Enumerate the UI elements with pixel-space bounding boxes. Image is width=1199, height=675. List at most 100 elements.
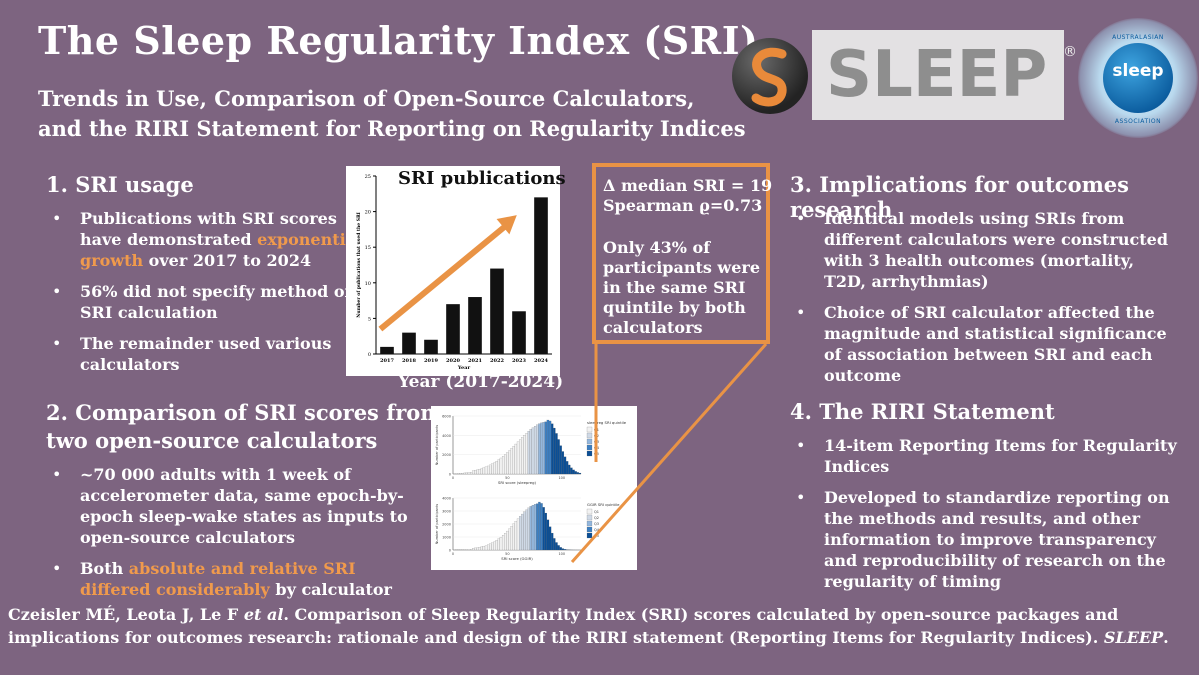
dist-bottom-histogram-bar xyxy=(561,548,565,551)
dist-top-histogram-bar xyxy=(459,473,462,475)
dist-top-histogram-bar xyxy=(563,456,567,475)
section-1-heading: 1. SRI usage xyxy=(46,172,194,197)
dist-top-histogram-bar xyxy=(548,420,552,475)
dist-bottom-legend-label: Q4 xyxy=(594,528,600,532)
dist-bottom-legend-label: Q3 xyxy=(594,522,599,526)
dist-top-legend-label: Q2 xyxy=(594,434,599,438)
chart-x-axis-label: Year xyxy=(457,365,471,371)
chart-y-tick-label: 15 xyxy=(365,245,371,251)
dist-top-legend-swatch xyxy=(586,438,593,445)
dist-top-histogram-bar xyxy=(499,457,503,475)
dist-top-y-tick-label: 6000 xyxy=(442,415,451,419)
section-1-bullet-2: 56% did not specify method of SRI calcul… xyxy=(46,281,366,323)
dist-top-legend-label: Q1 xyxy=(594,428,599,432)
dist-top-histogram-bar xyxy=(578,472,582,475)
dist-top-legend-title: sleepreg SRI quintile xyxy=(587,420,627,425)
dist-top-histogram-bar xyxy=(521,437,524,475)
dist-top-histogram-bar xyxy=(536,424,539,475)
dist-top-histogram-bar xyxy=(557,439,560,475)
chart-bar-2022 xyxy=(490,268,504,354)
section-2-bullet-1: ~70 000 adults with 1 week of accelerome… xyxy=(46,464,426,548)
chart-y-tick-label: 10 xyxy=(365,281,371,287)
citation-text: . Comparison of Sleep Regularity Index (… xyxy=(8,605,1119,647)
assoc-sleep-text: sleep xyxy=(1112,61,1164,81)
dist-top-histogram-bar xyxy=(538,423,541,475)
dist-top-histogram-bar xyxy=(489,464,492,475)
chart-x-tick-label: 2021 xyxy=(468,358,482,364)
dist-bottom-histogram-bar xyxy=(491,542,494,551)
dist-bottom-y-label: Number of participants xyxy=(435,504,439,545)
dist-top-histogram-bar xyxy=(574,471,577,475)
dist-bottom-legend-title: GGIR SRI quintile xyxy=(587,502,620,507)
dist-top-y-tick-label: 4000 xyxy=(442,434,451,438)
chart-trend-arrow-shaft xyxy=(378,221,510,332)
section-2-heading-line-1: 2. Comparison of SRI scores from xyxy=(46,400,443,425)
dist-bottom-histogram-bar xyxy=(469,549,473,551)
chart-y-axis-label: Number of publications that used the SRI xyxy=(356,212,362,318)
dist-top-histogram-bar xyxy=(495,461,498,475)
dist-top-histogram-bar xyxy=(559,445,562,475)
section-2-bullet-2: Both absolute and relative SRI differed … xyxy=(46,558,426,600)
dist-bottom-histogram-bar xyxy=(497,538,501,551)
dist-top-histogram-bar xyxy=(555,433,558,475)
dist-top-histogram-bar xyxy=(508,450,511,475)
dist-top-histogram-bar xyxy=(463,472,466,475)
dist-bottom-histogram-bar xyxy=(523,511,526,551)
dist-bottom-x-tick-label: 100 xyxy=(558,552,565,556)
section-3-bullet-2: Choice of SRI calculator affected the ma… xyxy=(790,302,1180,386)
dist-bottom-histogram-bar xyxy=(514,521,518,551)
dist-top-histogram-bar xyxy=(491,463,494,475)
s1b1-pre: Publications with SRI scores have demons… xyxy=(80,209,337,249)
dist-bottom-histogram-bar xyxy=(553,538,556,551)
dist-top-histogram-bar xyxy=(527,431,530,475)
dist-top-histogram-bar xyxy=(565,461,569,475)
citation-end: . xyxy=(1163,628,1169,647)
dist-bottom-x-tick-label: 50 xyxy=(505,552,509,556)
dist-top-histogram-bar xyxy=(519,439,522,475)
dist-top-histogram-bar xyxy=(510,448,513,475)
section-2-list: ~70 000 adults with 1 week of accelerome… xyxy=(46,464,426,610)
dist-top-histogram-bar xyxy=(472,470,475,475)
dist-bottom-histogram-bar xyxy=(501,535,505,551)
dist-bottom-legend-label: Q2 xyxy=(594,516,599,520)
chart-bar-2017 xyxy=(380,346,394,354)
dist-top-histogram-bar xyxy=(487,465,490,475)
dist-bottom-histogram-bar xyxy=(472,548,475,551)
dist-top-histogram-bar xyxy=(461,473,464,475)
chart-x-tick-label: 2018 xyxy=(402,358,416,364)
chart-y-tick-label: 20 xyxy=(365,210,371,216)
dist-bottom-histogram-bar xyxy=(536,503,539,551)
dist-bottom-histogram-bar xyxy=(529,506,533,551)
dist-bottom-y-tick-label: 0 xyxy=(449,549,451,553)
dist-top-histogram-bar xyxy=(465,472,469,475)
dist-bottom-histogram-bar xyxy=(478,547,481,551)
section-2-heading-line-2: two open-source calculators xyxy=(46,428,378,453)
citation-footer: Czeisler MÉ, Leota J, Le F et al. Compar… xyxy=(8,603,1193,649)
sri-publications-chart-svg: 0 5 10 15 20 25 2017 2018 2019 2020 2021 2022 2023 20… xyxy=(356,174,552,371)
dist-bottom-y-tick-label: 4000 xyxy=(442,497,451,501)
chart-y-tick-label: 5 xyxy=(368,316,371,322)
dist-top-legend-swatch xyxy=(586,444,593,451)
callout-line-4: participants were xyxy=(603,258,760,277)
dist-top-histogram-bar xyxy=(480,468,483,475)
dist-bottom-histogram-bar xyxy=(489,543,492,551)
assoc-top-text: AUSTRALASIAN xyxy=(1112,34,1164,41)
dist-bottom-histogram-bar xyxy=(474,547,477,551)
dist-top-histogram-bar xyxy=(553,427,556,475)
s2b2-pre: Both xyxy=(80,559,129,578)
citation-journal: SLEEP xyxy=(1103,628,1164,647)
dist-top-histogram-bar xyxy=(546,419,550,475)
dist-bottom-legend-swatch xyxy=(586,508,593,515)
chart-y-tick-label: 0 xyxy=(368,352,371,358)
section-1-list: Publications with SRI scores have demons… xyxy=(46,208,366,385)
dist-bottom-legend-label: Q5 xyxy=(594,534,599,538)
dist-bottom-y-tick-label: 3000 xyxy=(442,510,451,514)
dist-top-legend-swatch xyxy=(586,432,593,439)
dist-bottom-histogram-bar xyxy=(510,526,513,551)
dist-top-histogram-bar xyxy=(497,459,501,475)
s1b1-highlight: exponential growth xyxy=(80,230,363,270)
sleep-journal-wordmark: SLEEP xyxy=(812,30,1064,120)
citation-etal: et al xyxy=(243,605,284,624)
dist-top-histogram-bar xyxy=(482,467,486,475)
callout-line-7: calculators xyxy=(603,318,703,337)
